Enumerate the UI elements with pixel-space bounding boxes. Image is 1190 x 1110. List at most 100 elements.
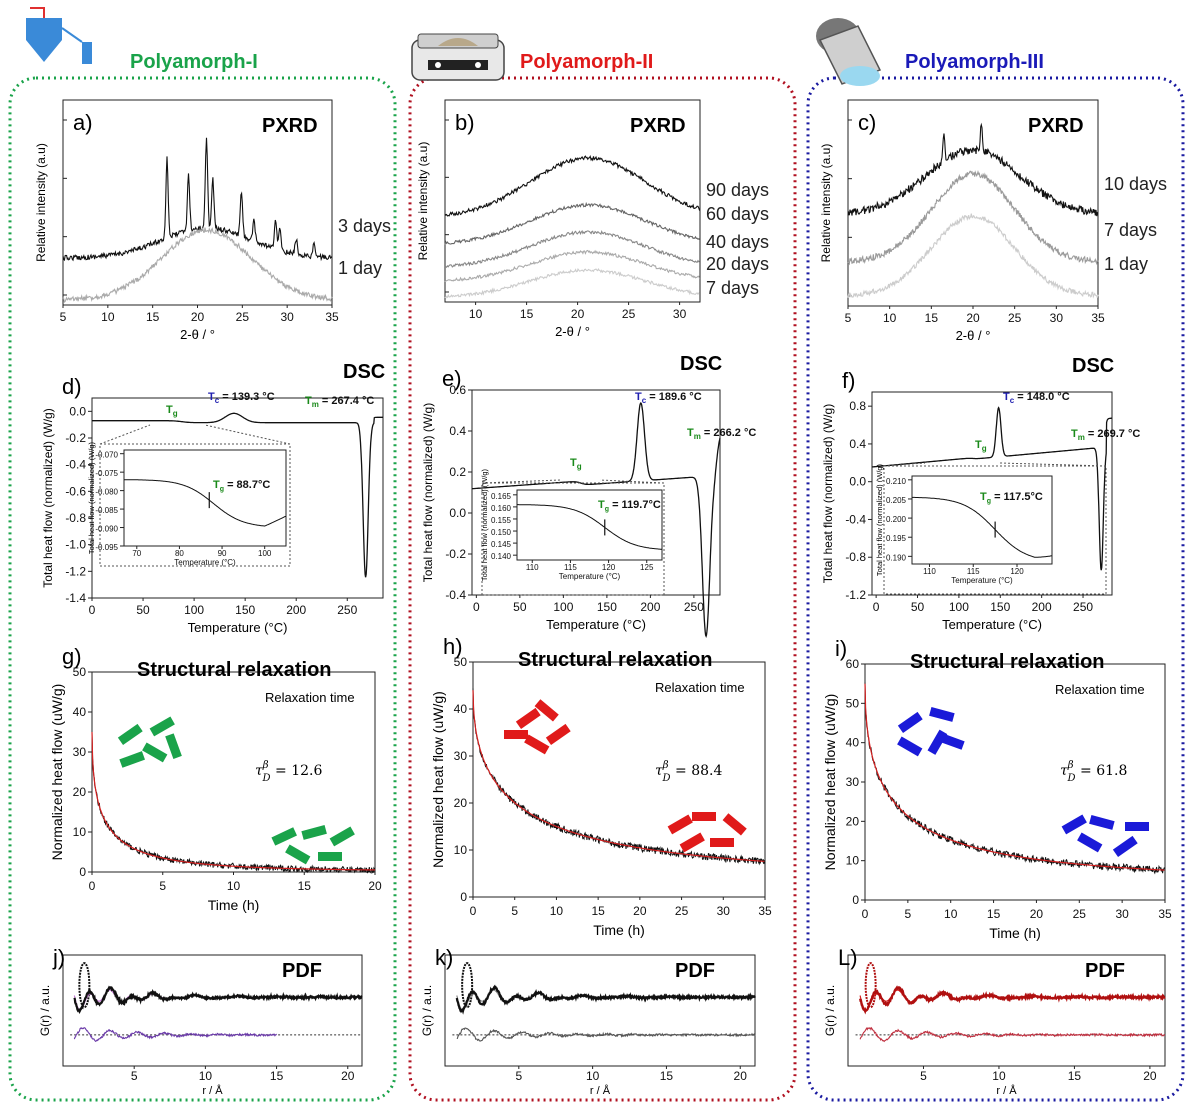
dsc-axes	[91, 397, 384, 599]
dsc-inset-xtick-label: 100	[258, 549, 272, 558]
relax-ytick-label: 30	[454, 749, 468, 763]
dsc-xlabel: Temperature (°C)	[546, 617, 646, 632]
pdf-xtick-label: 15	[270, 1069, 284, 1083]
pdf-xlabel: r / Å	[996, 1084, 1017, 1097]
dsc-inset-xtick-label: 80	[175, 549, 184, 558]
relax-xtick-label: 10	[944, 907, 958, 921]
dsc-inset-axes	[123, 449, 287, 547]
dsc-xtick-label: 200	[640, 600, 660, 614]
dsc-ytick-label: -0.6	[65, 484, 86, 498]
ordered-molecule-shape	[301, 825, 327, 840]
pxrd-xtick-label: 15	[520, 307, 534, 321]
disordered-molecule-shape	[149, 716, 175, 737]
pxrd-xlabel: 2-θ / °	[956, 328, 991, 343]
pxrd-xlabel: 2-θ / °	[180, 327, 215, 342]
tm-annotation: Tm = 269.7 °C	[1071, 428, 1140, 442]
relax-xtick-label: 25	[675, 904, 689, 918]
dsc-curve	[92, 412, 383, 578]
dsc-inset-ytick-label: 0.190	[886, 553, 907, 562]
relax-ytick-label: 0	[852, 893, 859, 907]
disordered-molecule-shape	[524, 734, 550, 755]
dsc-zoom-line	[99, 424, 151, 445]
plate-panel	[428, 60, 488, 70]
relax-xtick-label: 10	[550, 904, 564, 918]
relax-data	[91, 732, 376, 875]
pxrd-curve-label: 1 day	[338, 258, 382, 278]
panel-letter: k)	[435, 945, 453, 970]
pdf-xtick-label: 15	[1068, 1069, 1082, 1083]
dsc-inset-ytick-label: 0.210	[886, 477, 907, 486]
panel-letter: d)	[62, 374, 82, 399]
relax-xtick-label: 30	[1115, 907, 1129, 921]
dsc-inset-ytick-label: -0.075	[95, 469, 118, 478]
relax-xtick-label: 10	[227, 879, 241, 893]
dsc-inset-ylabel: Total heat flow (normalized) (W/g)	[87, 441, 96, 554]
panel-frame-1	[8, 76, 397, 1102]
pxrd-xtick-label: 20	[571, 307, 585, 321]
ordered-molecule-shape	[667, 814, 693, 835]
relax-xtick-label: 15	[298, 879, 312, 893]
dsc-ytick-label: 0.0	[449, 506, 466, 520]
pdf-xtick-label: 5	[515, 1069, 522, 1083]
pdf-xlabel: r / Å	[590, 1084, 611, 1097]
relax-xtick-label: 0	[862, 907, 869, 921]
pxrd-curve	[62, 227, 333, 303]
ordered-molecule-shape	[271, 827, 297, 846]
dsc-inset-ylabel: Total heat flow (normalized) (W/g)	[875, 463, 884, 576]
dsc-ytick-label: -1.0	[65, 538, 86, 552]
relax-ytick-label: 60	[846, 657, 860, 671]
relax-ytick-label: 0	[460, 890, 467, 904]
dsc-inset-xlabel: Temperature (°C)	[951, 576, 1013, 585]
dsc-curve	[871, 406, 1112, 571]
tau-annotation: τβ D = 88.4	[655, 760, 722, 784]
dsc-ytick-label: 0.6	[449, 383, 466, 397]
pxrd-curve-label: 90 days	[706, 180, 769, 200]
pdf-title: PDF	[1085, 960, 1125, 982]
pdf-xtick-label: 10	[992, 1069, 1006, 1083]
relax-ytick-label: 10	[454, 843, 468, 857]
pdf-axes	[847, 954, 1166, 1067]
pxrd-xtick-label: 10	[469, 307, 483, 321]
disordered-molecule-shape	[142, 742, 168, 763]
pdf-title: PDF	[675, 960, 715, 982]
panel-letter: g)	[62, 644, 82, 669]
tm-annotation: Tm = 267.4 °C	[305, 395, 374, 409]
pdf-xtick-label: 20	[1143, 1069, 1157, 1083]
tg-annotation: Tg	[975, 439, 987, 453]
dsc-ytick-label: -0.2	[445, 547, 466, 561]
relax-xtick-label: 20	[368, 879, 382, 893]
pxrd-ylabel: Relative intensity (a.u)	[34, 143, 48, 262]
dsc-ytick-label: -1.2	[845, 588, 866, 602]
tc-annotation: Tc = 139.3 °C	[208, 391, 275, 405]
pxrd-axes	[444, 99, 701, 303]
relax-fit	[91, 731, 376, 871]
pdf-xtick-label: 5	[920, 1069, 927, 1083]
relax-xlabel: Time (h)	[208, 897, 260, 913]
dsc-inset-xtick-label: 70	[132, 549, 141, 558]
pxrd-xtick-label: 10	[101, 310, 115, 324]
pxrd-xtick-label: 25	[236, 310, 250, 324]
ordered-molecule-shape	[285, 844, 311, 865]
dsc-inset-xlabel: Temperature (°C)	[174, 558, 236, 567]
relax-subtitle: Relaxation time	[265, 690, 355, 705]
dsc-zoom-line	[599, 479, 665, 484]
tm-annotation: Tm = 266.2 °C	[687, 427, 756, 441]
pdf-data	[859, 985, 1166, 1015]
relax-xtick-label: 5	[159, 879, 166, 893]
relax-xtick-label: 0	[470, 904, 477, 918]
panel-letter: L)	[838, 945, 858, 970]
pxrd-curve-label: 40 days	[706, 232, 769, 252]
panel-letter: c)	[858, 110, 876, 135]
disordered-molecule-shape	[165, 733, 182, 759]
dsc-ytick-label: 0.0	[849, 475, 866, 489]
relax-axes	[472, 661, 766, 898]
disordered-molecule-shape	[504, 730, 528, 739]
dsc-xtick-label: 0	[89, 603, 96, 617]
dryer-body	[26, 18, 62, 40]
relax-fit	[472, 690, 765, 862]
dsc-inset-ytick-label: -0.090	[95, 525, 118, 534]
dsc-ytick-label: -1.2	[65, 564, 86, 578]
pxrd-curve-label: 60 days	[706, 204, 769, 224]
relax-subtitle: Relaxation time	[655, 680, 745, 695]
relax-ytick-label: 10	[73, 825, 87, 839]
